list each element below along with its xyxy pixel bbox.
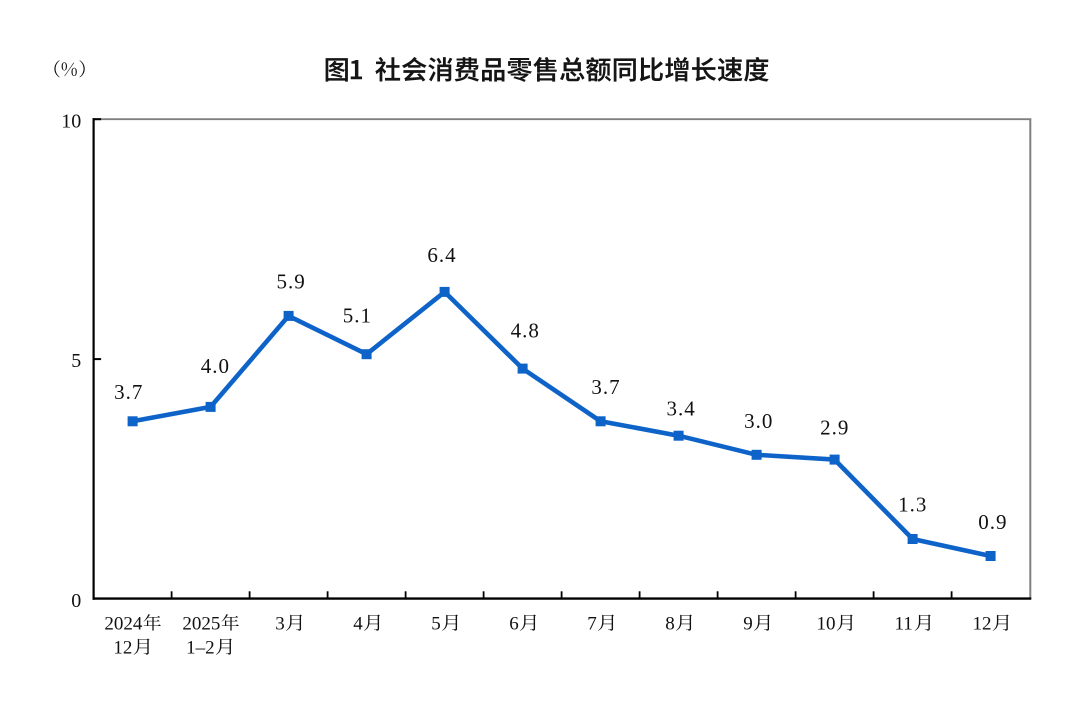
svg-text:12: 12 bbox=[973, 613, 992, 634]
svg-text:3.7: 3.7 bbox=[114, 380, 143, 404]
svg-text:0: 0 bbox=[71, 590, 81, 612]
svg-text:1.3: 1.3 bbox=[898, 493, 927, 517]
svg-text:4: 4 bbox=[353, 613, 363, 634]
svg-text:4.8: 4.8 bbox=[511, 319, 540, 343]
svg-text:12: 12 bbox=[113, 637, 132, 658]
svg-text:2024: 2024 bbox=[104, 613, 143, 634]
svg-text:8: 8 bbox=[665, 613, 675, 634]
svg-text:6.4: 6.4 bbox=[427, 243, 456, 267]
svg-text:3.7: 3.7 bbox=[591, 375, 620, 399]
svg-text:0.9: 0.9 bbox=[978, 510, 1007, 534]
svg-text:7: 7 bbox=[587, 613, 597, 634]
svg-text:2025: 2025 bbox=[182, 613, 220, 634]
svg-text:6: 6 bbox=[509, 613, 519, 634]
svg-text:5: 5 bbox=[431, 613, 441, 634]
svg-text:10: 10 bbox=[61, 111, 81, 133]
svg-text:11: 11 bbox=[895, 613, 913, 634]
svg-text:3: 3 bbox=[275, 613, 285, 634]
svg-text:5.9: 5.9 bbox=[276, 269, 305, 293]
svg-text:5.1: 5.1 bbox=[343, 304, 372, 328]
svg-text:2.9: 2.9 bbox=[820, 415, 849, 439]
svg-text:9: 9 bbox=[743, 613, 753, 634]
svg-text:5: 5 bbox=[71, 350, 81, 372]
svg-text:10: 10 bbox=[817, 613, 836, 634]
svg-text:3.4: 3.4 bbox=[666, 396, 695, 420]
svg-text:1–2: 1–2 bbox=[186, 637, 215, 658]
svg-text:3.0: 3.0 bbox=[744, 409, 773, 433]
svg-text:4.0: 4.0 bbox=[201, 354, 230, 378]
